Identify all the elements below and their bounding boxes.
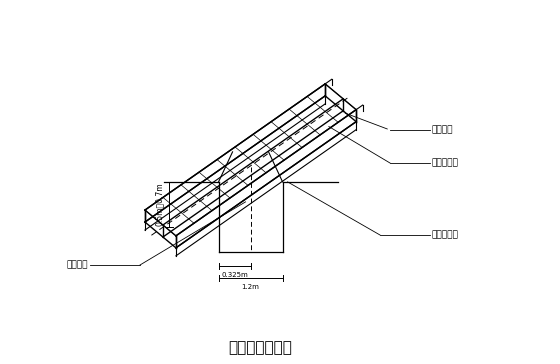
Text: 1.2m: 1.2m: [241, 284, 259, 290]
Text: 定位型钢: 定位型钢: [432, 126, 454, 135]
Text: 0.325m: 0.325m: [221, 272, 248, 278]
Text: 中心轴线: 中心轴线: [67, 261, 88, 269]
Text: 0.5m～0.7m: 0.5m～0.7m: [155, 182, 164, 226]
Text: 沟槽开挖示意图: 沟槽开挖示意图: [228, 340, 292, 356]
Text: 围护内边线: 围护内边线: [432, 158, 459, 167]
Text: 围护内边线: 围护内边线: [432, 230, 459, 240]
